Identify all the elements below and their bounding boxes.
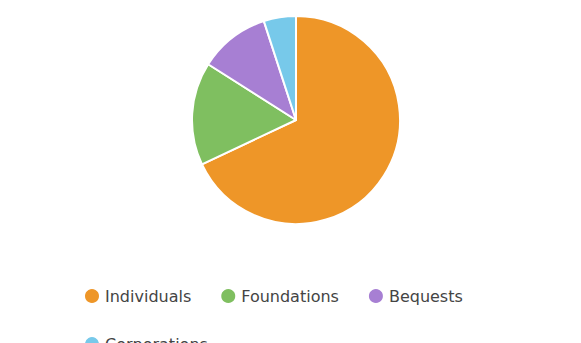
svg-text:Foundations: Foundations — [241, 287, 339, 306]
svg-text:Individuals: Individuals — [105, 287, 191, 306]
svg-text:Corporations: Corporations — [105, 335, 208, 343]
svg-text:Bequests: Bequests — [389, 287, 463, 306]
